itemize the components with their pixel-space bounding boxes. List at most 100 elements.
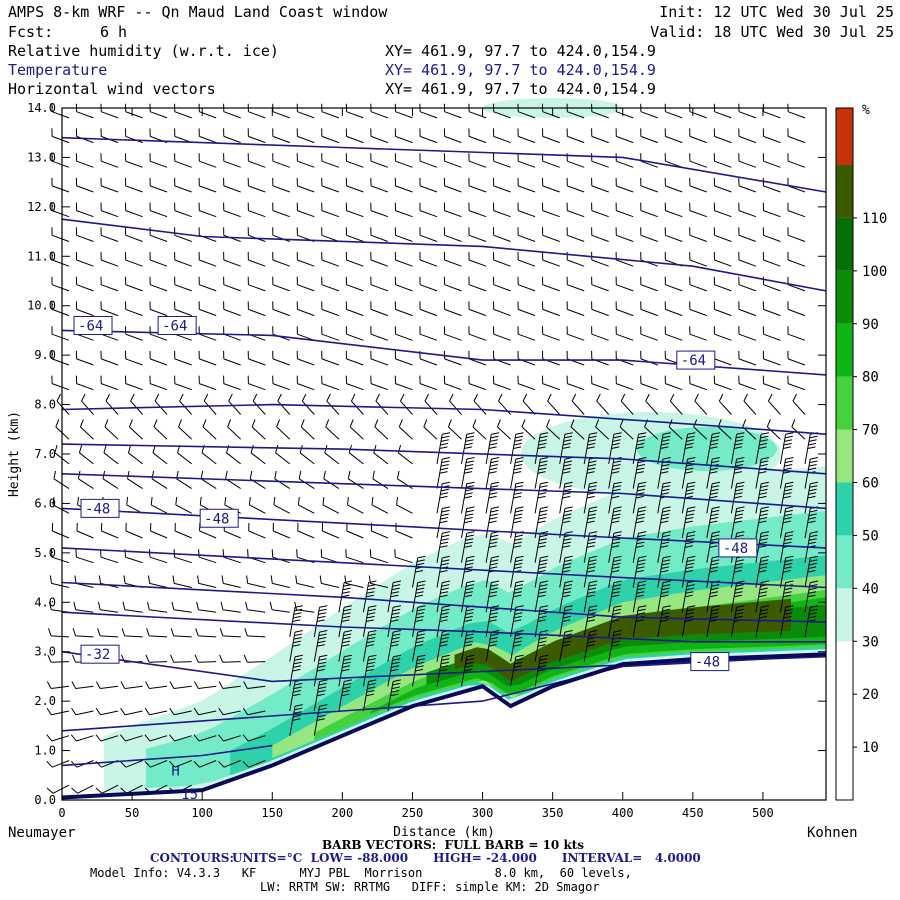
wind-barb [125, 276, 143, 292]
wind-barb [755, 506, 770, 539]
wind-barb [125, 251, 143, 267]
wind-barb [387, 580, 402, 613]
wind-barb [394, 251, 413, 267]
wind-barb [272, 202, 290, 218]
y-tick-label: 9.0 [34, 348, 56, 362]
wind-barb [632, 580, 647, 613]
wind-barb [174, 251, 192, 267]
wind-barb [73, 601, 94, 613]
wind-barb [694, 393, 708, 415]
wind-barb [640, 375, 658, 391]
wind-barb [50, 549, 70, 564]
wind-barb [100, 301, 119, 317]
wind-barb [640, 227, 658, 242]
wind-barb [394, 177, 413, 193]
wind-barb [127, 444, 143, 465]
wind-barb [713, 153, 732, 168]
x-tick-label: 100 [191, 806, 213, 820]
wind-barb [246, 575, 266, 588]
wind-barb [370, 375, 389, 391]
wind-barb [787, 128, 806, 144]
wind-barb [149, 350, 168, 366]
wind-barb [542, 128, 560, 144]
wind-barb [632, 555, 647, 588]
wind-barb [412, 654, 426, 687]
wind-barb [174, 153, 192, 168]
wind-barb [517, 202, 536, 218]
wind-barb [689, 177, 707, 193]
wind-barb [779, 605, 794, 637]
wind-barb [198, 301, 217, 317]
wind-barb [277, 393, 291, 415]
wind-barb [591, 301, 609, 317]
wind-barb [510, 506, 524, 539]
wind-barb [95, 707, 119, 716]
wind-barb [608, 506, 622, 539]
wind-barb [689, 276, 707, 292]
wind-barb [591, 326, 609, 341]
wind-barb [787, 375, 806, 391]
wind-barb [203, 393, 217, 415]
wind-barb [496, 419, 511, 440]
wind-barb [510, 432, 524, 464]
x-tick-label: 300 [472, 806, 494, 820]
wind-barb [51, 103, 70, 119]
wind-barb [713, 301, 732, 317]
contour-label-box [80, 498, 120, 518]
wind-barb [349, 419, 364, 440]
wind-barb [767, 393, 781, 415]
right-endpoint: Kohnen [807, 825, 858, 841]
wind-barb [787, 227, 806, 242]
wind-barb [75, 128, 94, 144]
wind-barb [120, 734, 143, 742]
wind-barb [468, 301, 487, 317]
colorbar-unit: % [862, 103, 870, 118]
wind-barb [566, 301, 585, 317]
wind-barb [125, 375, 143, 391]
wind-barb [345, 350, 364, 366]
wind-barb [583, 605, 598, 637]
wind-barb [571, 393, 585, 415]
wind-barb [468, 350, 487, 366]
wind-barb [272, 301, 290, 317]
wind-barb [247, 375, 266, 391]
wind-barb [485, 481, 500, 514]
wind-barb [345, 251, 364, 267]
colorbar-segment [836, 535, 853, 589]
wind-barb [664, 375, 683, 391]
colorbar-label: 100 [862, 264, 887, 280]
wind-barb [387, 679, 402, 712]
wind-barb [713, 177, 732, 193]
wind-barb [730, 481, 745, 514]
wind-barb [395, 522, 413, 539]
contour-label: -48 [204, 511, 229, 527]
wind-barb [223, 153, 241, 168]
wind-barb [51, 177, 70, 193]
wind-barb [398, 419, 413, 440]
wind-barb [247, 153, 266, 168]
wind-barb [762, 326, 781, 341]
wind-barb [198, 350, 217, 366]
wind-barb [493, 153, 511, 168]
wind-barb [738, 350, 757, 366]
wind-barb [79, 419, 94, 440]
wind-barb [443, 128, 462, 144]
wind-barb [275, 444, 291, 465]
wind-barb [321, 326, 340, 341]
wind-barb [321, 301, 340, 317]
wind-barb [51, 326, 70, 341]
wind-barb [779, 506, 794, 539]
wind-barb [713, 326, 732, 341]
wind-barb [75, 177, 94, 193]
wind-barb [300, 419, 315, 440]
wind-barb [95, 734, 119, 742]
wind-barb [202, 419, 217, 440]
contours-label: CONTOURS: [150, 851, 234, 865]
temperature-contour-line [61, 744, 273, 767]
contour-label: -64 [681, 353, 706, 369]
wind-barb [468, 153, 487, 168]
wind-barb [47, 654, 70, 663]
wind-barb [762, 227, 781, 242]
y-tick-label: 5.0 [34, 546, 56, 560]
